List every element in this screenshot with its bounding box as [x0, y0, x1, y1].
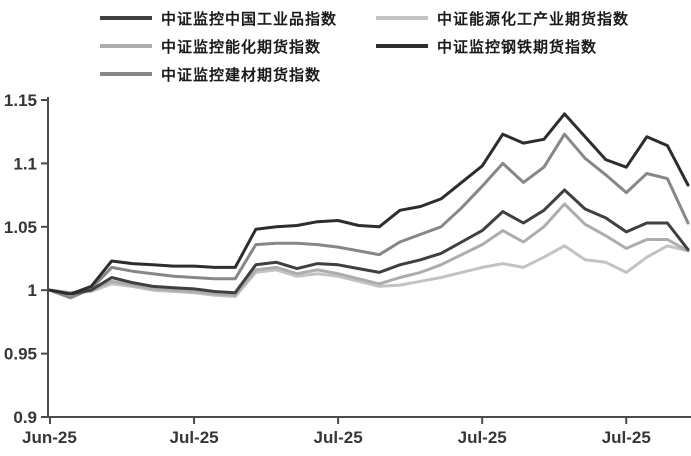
y-tick-label: 1.15	[4, 91, 37, 110]
legend-item-energy-chem-industry-index: 中证能源化工产业期货指数	[376, 8, 672, 28]
legend-label: 中证能源化工产业期货指数	[437, 11, 630, 28]
legend-label: 中证监控建材期货指数	[161, 67, 322, 84]
series-line-building-materials-futures-index	[48, 132, 690, 300]
legend-label: 中证监控能化期货指数	[161, 39, 322, 56]
legend-swatch-energy-chem-industry-index	[376, 16, 428, 20]
legend-swatch-steel-futures-index	[376, 44, 428, 48]
legend-item-steel-futures-index: 中证监控钢铁期货指数	[376, 36, 672, 56]
y-tick-label: 0.95	[4, 345, 37, 364]
series-line-china-industrial-products-index	[48, 188, 690, 296]
legend-item-energy-chem-futures-index: 中证监控能化期货指数	[100, 36, 370, 56]
y-tick-label: 1	[28, 281, 37, 300]
x-tick-label: Jun-25	[22, 428, 77, 447]
legend-label: 中证监控钢铁期货指数	[437, 39, 598, 56]
legend-item-building-materials-futures-index: 中证监控建材期货指数	[100, 64, 370, 84]
x-tick-label: Jul-25	[602, 428, 651, 447]
legend-swatch-energy-chem-futures-index	[100, 44, 152, 48]
y-tick-label: 0.9	[13, 408, 37, 427]
y-tick-label: 1.05	[4, 218, 37, 237]
x-tick-label: Jul-25	[458, 428, 507, 447]
series-line-steel-futures-index	[48, 112, 690, 296]
x-tick-label: Jul-25	[169, 428, 218, 447]
legend-item-china-industrial-products-index: 中证监控中国工业品指数	[100, 8, 370, 28]
legend-label: 中证监控中国工业品指数	[161, 11, 338, 28]
chart-legend: 中证监控中国工业品指数 中证能源化工产业期货指数中证监控能化期货指数 中证监控钢铁期…	[100, 8, 672, 84]
series-line-energy-chem-futures-index	[48, 202, 690, 297]
legend-swatch-china-industrial-products-index	[100, 16, 152, 20]
legend-swatch-building-materials-futures-index	[100, 72, 152, 76]
y-tick-label: 1.1	[13, 154, 37, 173]
x-tick-label: Jul-25	[314, 428, 363, 447]
